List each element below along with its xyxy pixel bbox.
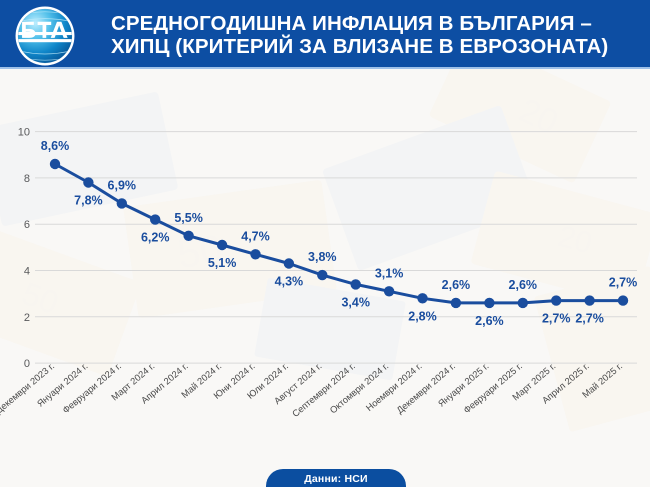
svg-text:Септември 2024 г.: Септември 2024 г. xyxy=(290,361,357,419)
svg-text:2,7%: 2,7% xyxy=(575,312,604,326)
svg-text:4: 4 xyxy=(24,266,30,278)
svg-text:2,8%: 2,8% xyxy=(408,309,437,323)
svg-text:2,7%: 2,7% xyxy=(542,312,571,326)
svg-text:Февруари 2024 г.: Февруари 2024 г. xyxy=(61,361,123,416)
svg-text:6: 6 xyxy=(24,219,30,231)
svg-text:6,2%: 6,2% xyxy=(141,231,170,245)
svg-text:5,5%: 5,5% xyxy=(174,211,203,225)
svg-text:8: 8 xyxy=(24,173,30,185)
svg-text:0: 0 xyxy=(24,358,30,370)
svg-text:10: 10 xyxy=(18,127,30,139)
svg-text:Октомври 2024 г.: Октомври 2024 г. xyxy=(328,361,390,416)
svg-text:8,6%: 8,6% xyxy=(41,139,70,153)
svg-text:7,8%: 7,8% xyxy=(74,194,103,208)
svg-text:3,8%: 3,8% xyxy=(308,250,337,264)
svg-text:2: 2 xyxy=(24,312,30,324)
svg-text:3,4%: 3,4% xyxy=(341,295,370,309)
svg-text:4,3%: 4,3% xyxy=(275,275,304,289)
svg-text:2,7%: 2,7% xyxy=(609,276,638,290)
svg-text:Февруари 2025 г.: Февруари 2025 г. xyxy=(462,361,524,416)
svg-text:2,6%: 2,6% xyxy=(475,314,504,328)
svg-text:Декември 2024 г.: Декември 2024 г. xyxy=(395,361,458,416)
svg-text:6,9%: 6,9% xyxy=(108,178,137,192)
svg-text:2,6%: 2,6% xyxy=(442,278,471,292)
svg-text:4,7%: 4,7% xyxy=(241,229,270,243)
svg-text:5,1%: 5,1% xyxy=(208,256,237,270)
svg-text:2,6%: 2,6% xyxy=(509,278,538,292)
svg-text:3,1%: 3,1% xyxy=(375,266,404,280)
